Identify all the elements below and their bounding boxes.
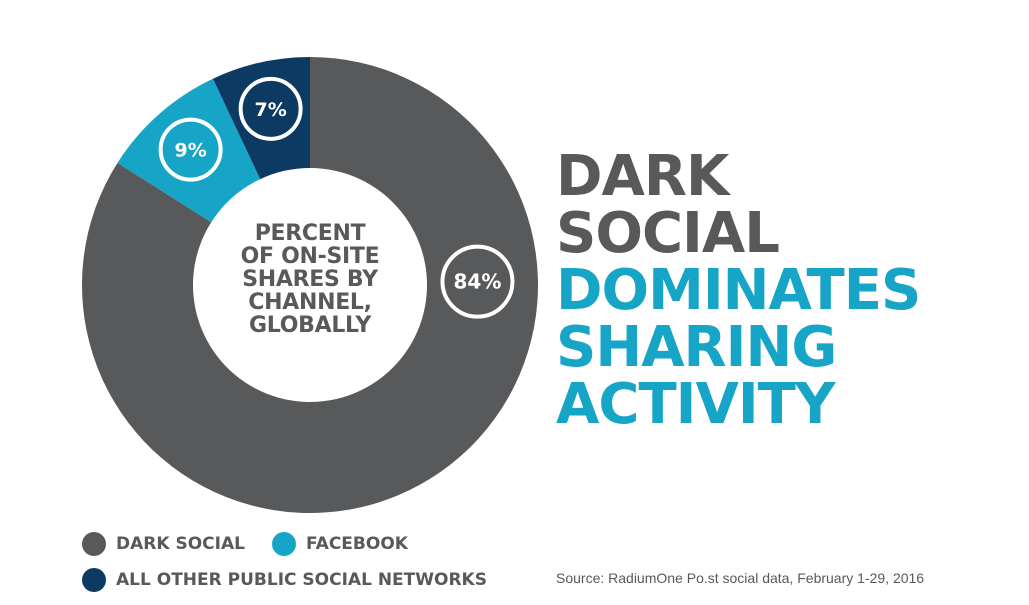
- donut-chart: 84% 9% 7% PERCENT OF ON-SITE SHARES BY CHA…: [0, 0, 560, 520]
- headline-line: SHARING: [556, 315, 837, 380]
- center-label-line: CHANNEL,: [248, 290, 372, 315]
- source-note: Source: RadiumOne Po.st social data, Feb…: [556, 570, 925, 586]
- legend-item-other: ALL OTHER PUBLIC SOCIAL NETWORKS: [82, 568, 487, 592]
- legend-label: ALL OTHER PUBLIC SOCIAL NETWORKS: [116, 570, 487, 590]
- center-label: PERCENT OF ON-SITE SHARES BY CHANNEL, GL…: [210, 222, 410, 337]
- center-label-line: OF ON-SITE: [240, 244, 380, 269]
- donut-svg: 84% 9% 7%: [81, 57, 539, 513]
- center-label-line: SHARES BY: [242, 267, 378, 292]
- legend-label: FACEBOOK: [306, 534, 408, 554]
- legend-label: DARK SOCIAL: [116, 534, 245, 554]
- data-label-other: 7%: [254, 99, 286, 121]
- badge-other: [238, 76, 303, 141]
- legend-swatch-facebook: [272, 532, 296, 556]
- legend-swatch-other: [82, 568, 106, 592]
- slice-dark-social: [81, 57, 539, 513]
- legend-item-dark-social: DARK SOCIAL: [82, 532, 245, 556]
- headline: DARK SOCIAL DOMINATES SHARING ACTIVITY: [556, 144, 921, 437]
- legend-swatch-dark-social: [82, 532, 106, 556]
- headline-line: ACTIVITY: [556, 372, 835, 437]
- headline-line: SOCIAL: [556, 201, 780, 266]
- badge-facebook: [158, 117, 223, 182]
- legend-item-facebook: FACEBOOK: [272, 532, 408, 556]
- data-label-facebook: 9%: [175, 140, 207, 162]
- data-label-dark-social: 84%: [454, 270, 502, 294]
- badge-dark-social: [440, 244, 515, 319]
- headline-line: DARK: [556, 144, 729, 209]
- center-label-line: PERCENT: [254, 221, 366, 246]
- center-label-line: GLOBALLY: [249, 313, 371, 338]
- headline-line: DOMINATES: [556, 258, 921, 323]
